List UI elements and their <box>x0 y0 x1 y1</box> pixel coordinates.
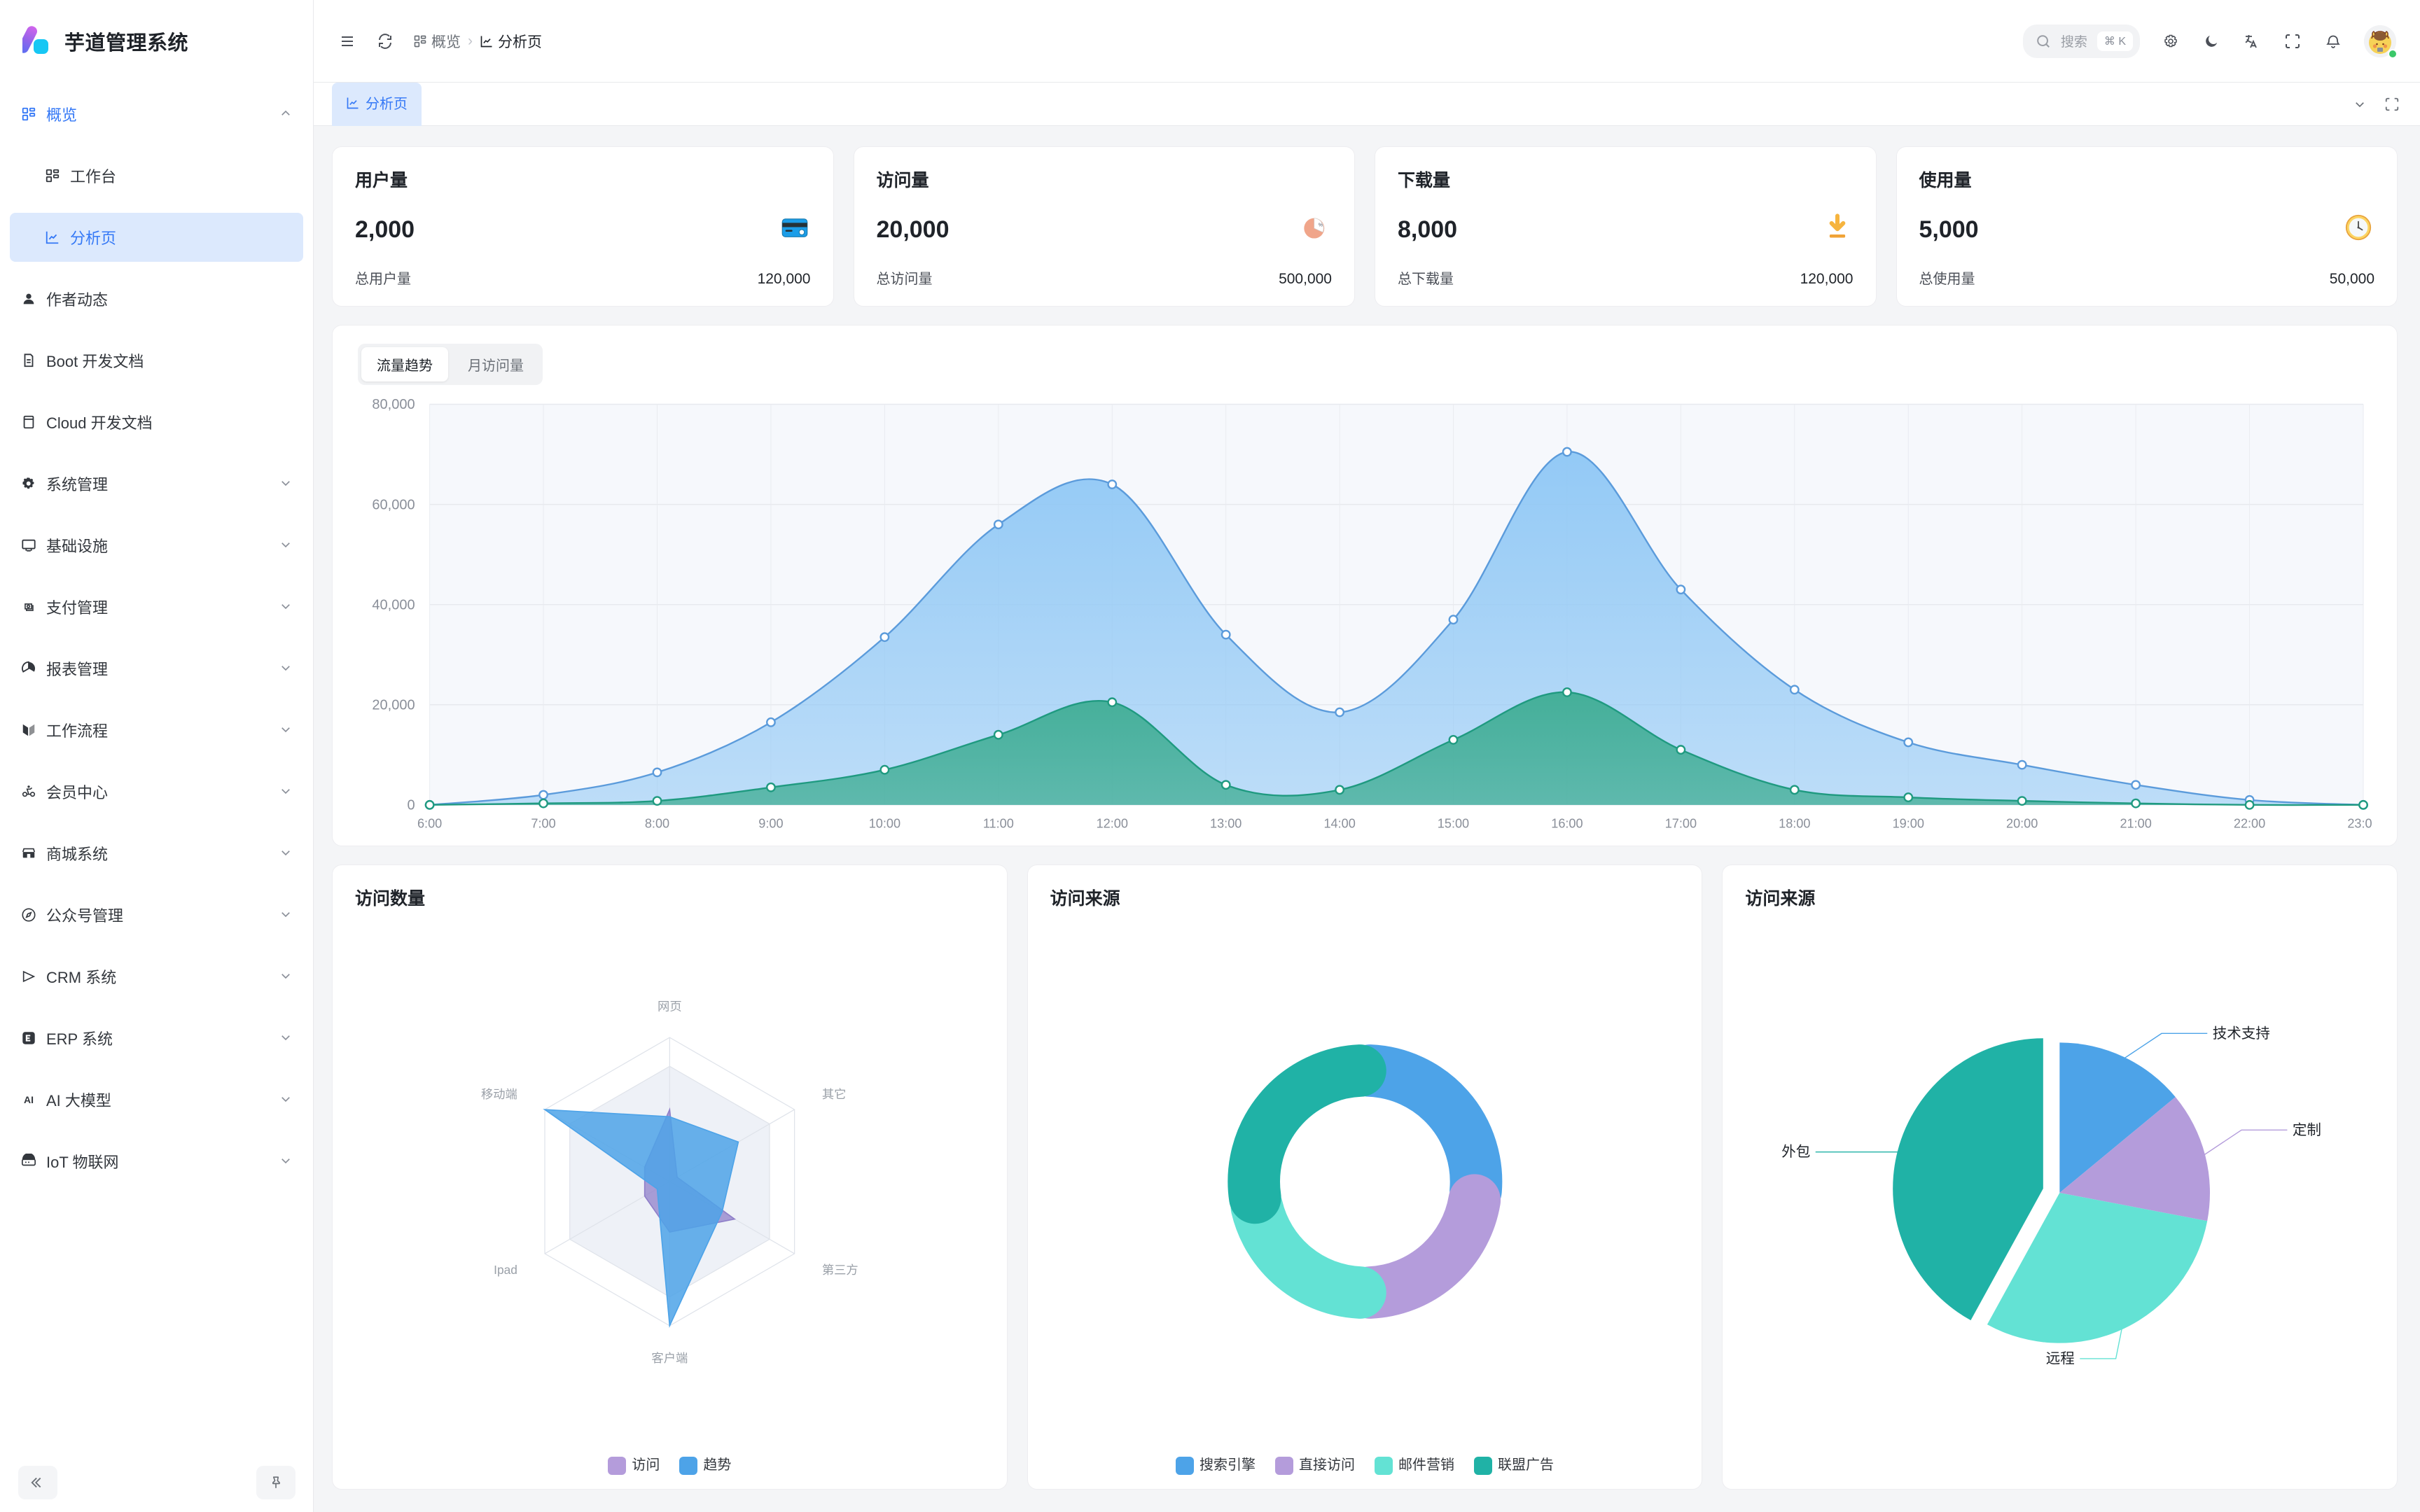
svg-text:13:00: 13:00 <box>1210 816 1242 830</box>
svg-text:20,000: 20,000 <box>372 697 415 713</box>
svg-text:19:00: 19:00 <box>1893 816 1924 830</box>
svg-text:技术支持: 技术支持 <box>2213 1025 2270 1041</box>
svg-text:7:00: 7:00 <box>531 816 555 830</box>
svg-text:Ipad: Ipad <box>494 1263 517 1277</box>
svg-text:9:00: 9:00 <box>758 816 783 830</box>
svg-text:外包: 外包 <box>1782 1144 1811 1160</box>
svg-text:客户端: 客户端 <box>651 1351 688 1365</box>
svg-text:定制: 定制 <box>2293 1121 2321 1138</box>
svg-text:其它: 其它 <box>822 1087 847 1101</box>
svg-text:11:00: 11:00 <box>983 816 1014 830</box>
svg-text:17:00: 17:00 <box>1665 816 1697 830</box>
svg-text:10:00: 10:00 <box>869 816 900 830</box>
svg-text:20:00: 20:00 <box>2006 816 2038 830</box>
svg-text:15:00: 15:00 <box>1438 816 1469 830</box>
svg-text:远程: 远程 <box>2046 1350 2075 1366</box>
svg-text:60,000: 60,000 <box>372 497 415 512</box>
svg-text:%: % <box>1319 222 1323 227</box>
svg-text:14:00: 14:00 <box>1323 816 1355 830</box>
svg-text:23:00: 23:00 <box>2347 816 2372 830</box>
svg-text:6:00: 6:00 <box>417 816 442 830</box>
svg-text:第三方: 第三方 <box>822 1263 858 1277</box>
svg-text:网页: 网页 <box>658 1000 682 1014</box>
svg-text:8:00: 8:00 <box>645 816 669 830</box>
svg-text:18:00: 18:00 <box>1779 816 1810 830</box>
svg-text:0: 0 <box>407 798 415 813</box>
svg-text:16:00: 16:00 <box>1551 816 1583 830</box>
svg-text:40,000: 40,000 <box>372 597 415 612</box>
svg-text:移动端: 移动端 <box>481 1087 517 1101</box>
svg-text:12:00: 12:00 <box>1097 816 1128 830</box>
svg-text:80,000: 80,000 <box>372 398 415 412</box>
svg-text:22:00: 22:00 <box>2234 816 2265 830</box>
svg-text:21:00: 21:00 <box>2120 816 2151 830</box>
